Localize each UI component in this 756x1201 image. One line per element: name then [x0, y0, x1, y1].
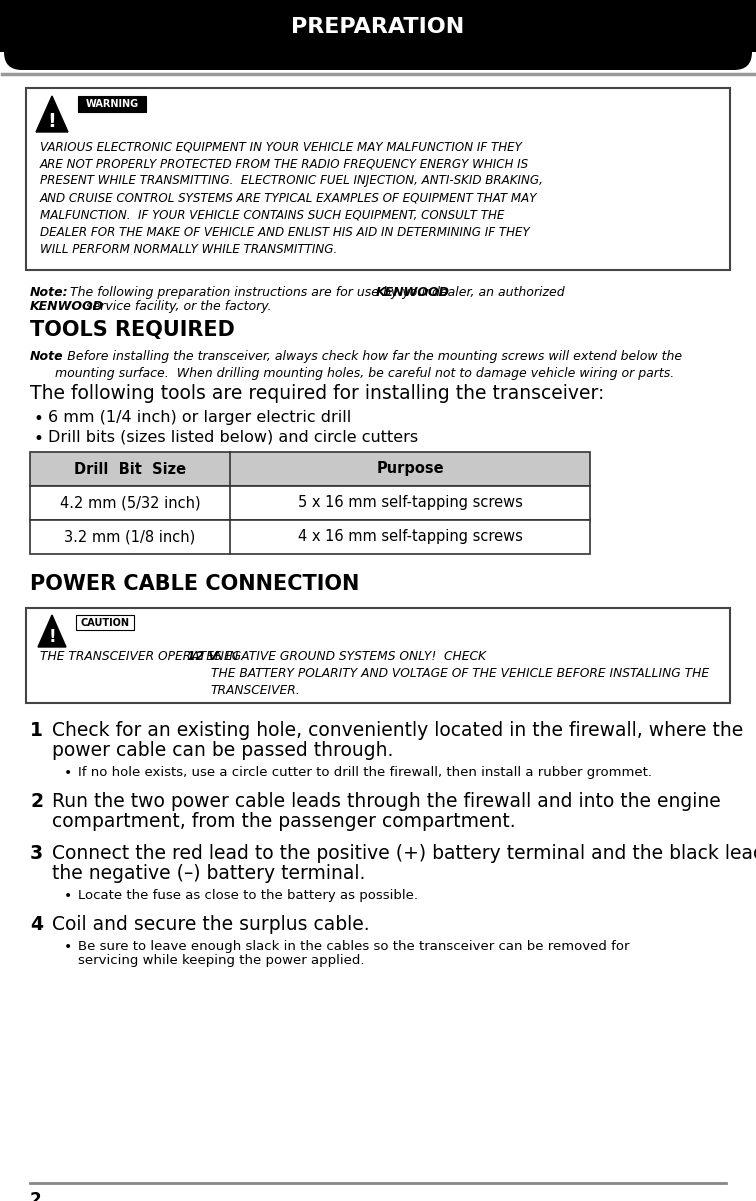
Text: 4: 4 — [30, 915, 43, 934]
Text: Note:: Note: — [30, 286, 69, 299]
Text: •: • — [34, 410, 44, 428]
Text: :  Before installing the transceiver, always check how far the mounting screws w: : Before installing the transceiver, alw… — [55, 349, 682, 381]
Text: !: ! — [48, 628, 56, 646]
Text: Connect the red lead to the positive (+) battery terminal and the black lead to: Connect the red lead to the positive (+)… — [52, 844, 756, 864]
Text: VARIOUS ELECTRONIC EQUIPMENT IN YOUR VEHICLE MAY MALFUNCTION IF THEY
ARE NOT PRO: VARIOUS ELECTRONIC EQUIPMENT IN YOUR VEH… — [40, 141, 543, 256]
Text: Purpose: Purpose — [376, 461, 444, 477]
Text: dealer, an authorized: dealer, an authorized — [428, 286, 565, 299]
Text: Locate the fuse as close to the battery as possible.: Locate the fuse as close to the battery … — [78, 889, 418, 902]
Text: Check for an existing hole, conveniently located in the firewall, where the: Check for an existing hole, conveniently… — [52, 721, 743, 740]
Text: 2: 2 — [30, 791, 43, 811]
Text: power cable can be passed through.: power cable can be passed through. — [52, 741, 393, 760]
Text: The following tools are required for installing the transceiver:: The following tools are required for ins… — [30, 384, 604, 404]
Text: KENWOOD: KENWOOD — [30, 300, 104, 313]
Text: CAUTION: CAUTION — [80, 617, 129, 627]
Text: POWER CABLE CONNECTION: POWER CABLE CONNECTION — [30, 574, 359, 594]
Text: Be sure to leave enough slack in the cables so the transceiver can be removed fo: Be sure to leave enough slack in the cab… — [78, 940, 630, 954]
Text: !: ! — [48, 112, 57, 131]
Text: If no hole exists, use a circle cutter to drill the firewall, then install a rub: If no hole exists, use a circle cutter t… — [78, 766, 652, 779]
Text: PREPARATION: PREPARATION — [291, 17, 465, 37]
Bar — [26, 608, 730, 703]
Text: compartment, from the passenger compartment.: compartment, from the passenger compartm… — [52, 812, 516, 831]
Text: 12 V: 12 V — [187, 650, 218, 663]
Text: 2: 2 — [30, 1191, 42, 1201]
Text: •: • — [64, 889, 73, 903]
Text: •: • — [64, 766, 73, 779]
Text: •: • — [34, 430, 44, 448]
Bar — [30, 452, 590, 486]
Text: Note: Note — [30, 349, 64, 363]
Text: 4 x 16 mm self-tapping screws: 4 x 16 mm self-tapping screws — [298, 530, 522, 544]
Text: 3: 3 — [30, 844, 43, 864]
Text: •: • — [64, 940, 73, 954]
Text: 3.2 mm (1/8 inch): 3.2 mm (1/8 inch) — [64, 530, 196, 544]
Text: the negative (–) battery terminal.: the negative (–) battery terminal. — [52, 864, 365, 883]
Text: TOOLS REQUIRED: TOOLS REQUIRED — [30, 319, 235, 340]
Text: 5 x 16 mm self-tapping screws: 5 x 16 mm self-tapping screws — [298, 496, 522, 510]
Bar — [30, 520, 590, 554]
Bar — [76, 615, 134, 631]
Text: servicing while keeping the power applied.: servicing while keeping the power applie… — [78, 954, 364, 967]
Text: Run the two power cable leads through the firewall and into the engine: Run the two power cable leads through th… — [52, 791, 720, 811]
Text: NEGATIVE GROUND SYSTEMS ONLY!  CHECK
THE BATTERY POLARITY AND VOLTAGE OF THE VEH: NEGATIVE GROUND SYSTEMS ONLY! CHECK THE … — [211, 650, 708, 698]
Bar — [30, 486, 590, 520]
Text: 4.2 mm (5/32 inch): 4.2 mm (5/32 inch) — [60, 496, 200, 510]
Text: 1: 1 — [30, 721, 43, 740]
Bar — [78, 96, 146, 112]
Bar — [26, 88, 730, 270]
Text: 6 mm (1/4 inch) or larger electric drill: 6 mm (1/4 inch) or larger electric drill — [48, 410, 352, 425]
Text: WARNING: WARNING — [85, 98, 138, 109]
Text: KENWOOD: KENWOOD — [376, 286, 450, 299]
Text: Coil and secure the surplus cable.: Coil and secure the surplus cable. — [52, 915, 370, 934]
Bar — [0, 0, 756, 52]
Polygon shape — [38, 615, 66, 647]
Polygon shape — [36, 96, 68, 132]
FancyBboxPatch shape — [4, 0, 752, 70]
Text: The following preparation instructions are for use by your: The following preparation instructions a… — [66, 286, 434, 299]
Text: Drill  Bit  Size: Drill Bit Size — [74, 461, 186, 477]
Text: service facility, or the factory.: service facility, or the factory. — [82, 300, 271, 313]
Text: Drill bits (sizes listed below) and circle cutters: Drill bits (sizes listed below) and circ… — [48, 430, 418, 446]
Text: THE TRANSCEIVER OPERATES IN: THE TRANSCEIVER OPERATES IN — [40, 650, 242, 663]
